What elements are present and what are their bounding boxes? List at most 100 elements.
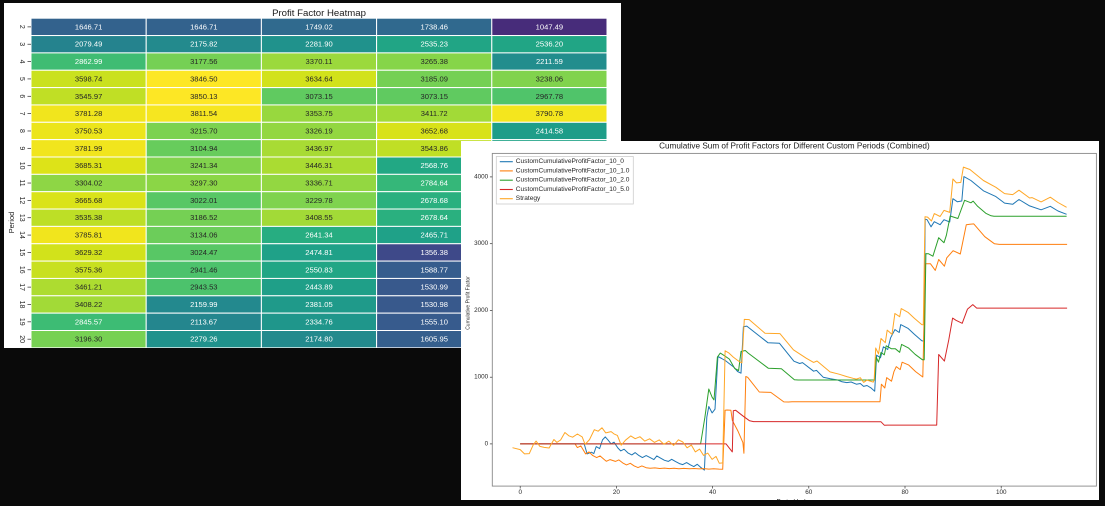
svg-text:3575.36: 3575.36 [75,265,102,274]
svg-text:3408.22: 3408.22 [75,300,102,309]
svg-text:3104.94: 3104.94 [190,144,217,153]
svg-text:2079.49: 2079.49 [75,40,102,49]
svg-text:19: 19 [18,318,25,326]
svg-text:4000: 4000 [474,173,489,180]
svg-text:2211.59: 2211.59 [536,57,563,66]
svg-text:3215.70: 3215.70 [190,126,217,135]
svg-text:3846.50: 3846.50 [190,74,217,83]
svg-text:2550.83: 2550.83 [305,265,332,274]
svg-text:Profit Factor Heatmap: Profit Factor Heatmap [272,8,366,19]
svg-text:3629.32: 3629.32 [75,248,102,257]
svg-text:3598.74: 3598.74 [75,74,102,83]
svg-text:6: 6 [18,94,25,98]
svg-text:18: 18 [18,301,25,309]
svg-text:20: 20 [613,489,621,496]
svg-text:17: 17 [18,283,25,291]
svg-text:3543.86: 3543.86 [420,144,447,153]
svg-text:5: 5 [18,77,25,81]
svg-text:100: 100 [996,489,1007,496]
svg-text:3370.11: 3370.11 [306,57,333,66]
svg-text:2159.99: 2159.99 [190,300,217,309]
svg-text:3: 3 [18,42,25,46]
svg-text:7: 7 [18,112,25,116]
svg-text:1646.71: 1646.71 [190,22,217,31]
svg-text:3535.38: 3535.38 [75,213,102,222]
svg-text:1000: 1000 [474,374,489,381]
svg-text:3196.30: 3196.30 [75,335,102,344]
svg-text:CustomCumulativeProfitFactor_1: CustomCumulativeProfitFactor_10_0 [516,158,624,165]
svg-text:3000: 3000 [474,240,489,247]
svg-text:CustomCumulativeProfitFactor_1: CustomCumulativeProfitFactor_10_1.0 [516,167,630,174]
svg-text:0: 0 [518,489,522,496]
svg-text:1530.99: 1530.99 [420,283,447,292]
svg-text:3545.97: 3545.97 [75,92,102,101]
svg-text:2678.68: 2678.68 [420,196,447,205]
svg-text:3785.81: 3785.81 [75,231,102,240]
svg-text:9: 9 [18,146,25,150]
svg-text:1605.95: 1605.95 [420,335,447,344]
svg-text:2967.78: 2967.78 [536,92,563,101]
svg-text:4: 4 [18,60,25,64]
svg-text:3022.01: 3022.01 [190,196,217,205]
svg-text:3353.75: 3353.75 [305,109,332,118]
svg-text:3186.52: 3186.52 [190,213,217,222]
svg-text:12: 12 [18,196,25,204]
svg-text:3185.09: 3185.09 [420,74,447,83]
svg-text:11: 11 [18,179,25,186]
svg-text:16: 16 [18,266,25,274]
svg-text:1588.77: 1588.77 [420,265,447,274]
svg-text:3297.30: 3297.30 [190,179,217,188]
svg-text:2474.81: 2474.81 [305,248,332,257]
svg-text:20: 20 [18,335,25,343]
svg-text:3781.28: 3781.28 [75,109,102,118]
svg-text:2535.23: 2535.23 [420,40,447,49]
svg-text:3073.15: 3073.15 [305,92,332,101]
svg-text:Cumulative Profit Factor: Cumulative Profit Factor [466,276,472,330]
svg-text:1749.02: 1749.02 [305,22,332,31]
svg-text:3134.06: 3134.06 [190,231,217,240]
svg-text:2536.20: 2536.20 [536,40,563,49]
svg-text:2568.76: 2568.76 [420,161,447,170]
svg-text:15: 15 [18,249,25,257]
svg-text:Period: Period [7,212,16,234]
svg-text:Strategy: Strategy [516,195,541,202]
svg-text:8: 8 [18,129,25,133]
svg-text:80: 80 [901,489,909,496]
svg-text:2000: 2000 [474,307,489,314]
svg-text:2174.80: 2174.80 [305,335,332,344]
svg-text:2279.26: 2279.26 [190,335,217,344]
svg-text:3241.34: 3241.34 [190,161,217,170]
svg-text:3850.13: 3850.13 [190,92,217,101]
svg-text:2862.99: 2862.99 [75,57,102,66]
svg-text:2943.53: 2943.53 [190,283,217,292]
svg-text:CustomCumulativeProfitFactor_1: CustomCumulativeProfitFactor_10_5.0 [516,186,630,193]
svg-text:2414.58: 2414.58 [536,126,563,135]
svg-text:1047.49: 1047.49 [536,22,563,31]
svg-text:3304.02: 3304.02 [75,179,102,188]
svg-text:3265.38: 3265.38 [420,57,447,66]
svg-text:CustomCumulativeProfitFactor_1: CustomCumulativeProfitFactor_10_2.0 [516,177,630,184]
svg-text:2845.57: 2845.57 [75,317,102,326]
svg-text:2678.64: 2678.64 [420,213,447,222]
svg-text:3326.19: 3326.19 [305,126,332,135]
svg-text:Cumulative Sum of Profit Facto: Cumulative Sum of Profit Factors for Dif… [659,141,930,150]
svg-text:3177.56: 3177.56 [190,57,217,66]
svg-text:3665.68: 3665.68 [75,196,102,205]
svg-text:2334.76: 2334.76 [305,317,332,326]
svg-text:3411.72: 3411.72 [421,109,448,118]
svg-text:10: 10 [18,162,25,170]
svg-text:0: 0 [485,440,489,447]
svg-text:2784.64: 2784.64 [420,179,447,188]
svg-text:3073.15: 3073.15 [420,92,447,101]
svg-text:14: 14 [18,231,25,239]
svg-text:3446.31: 3446.31 [305,161,332,170]
svg-text:2443.89: 2443.89 [305,283,332,292]
svg-text:3811.54: 3811.54 [190,109,217,118]
svg-text:2941.46: 2941.46 [190,265,217,274]
svg-text:2465.71: 2465.71 [420,231,447,240]
svg-text:3685.31: 3685.31 [75,161,102,170]
svg-text:3461.21: 3461.21 [75,283,102,292]
svg-text:3652.68: 3652.68 [420,126,447,135]
svg-text:2641.34: 2641.34 [305,231,332,240]
svg-text:3436.97: 3436.97 [305,144,332,153]
